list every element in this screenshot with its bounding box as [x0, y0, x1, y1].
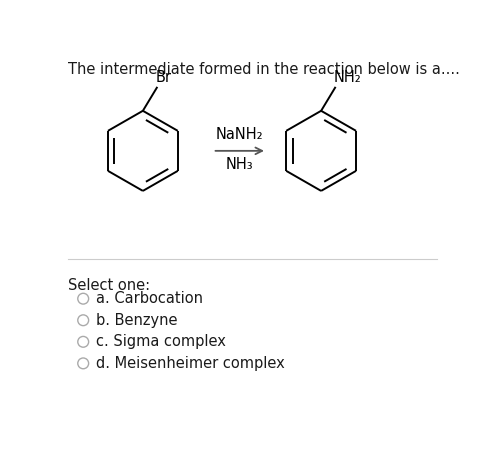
Text: c. Sigma complex: c. Sigma complex	[95, 334, 225, 349]
Text: Br: Br	[155, 71, 171, 86]
Text: d. Meisenheimer complex: d. Meisenheimer complex	[95, 356, 284, 371]
Text: Select one:: Select one:	[68, 278, 150, 293]
Text: a. Carbocation: a. Carbocation	[95, 291, 203, 306]
Text: The intermediate formed in the reaction below is a....: The intermediate formed in the reaction …	[68, 62, 460, 77]
Text: NH₂: NH₂	[334, 71, 361, 86]
Text: b. Benzyne: b. Benzyne	[95, 313, 177, 328]
Text: NH₃: NH₃	[226, 157, 253, 172]
Text: NaNH₂: NaNH₂	[216, 126, 264, 142]
